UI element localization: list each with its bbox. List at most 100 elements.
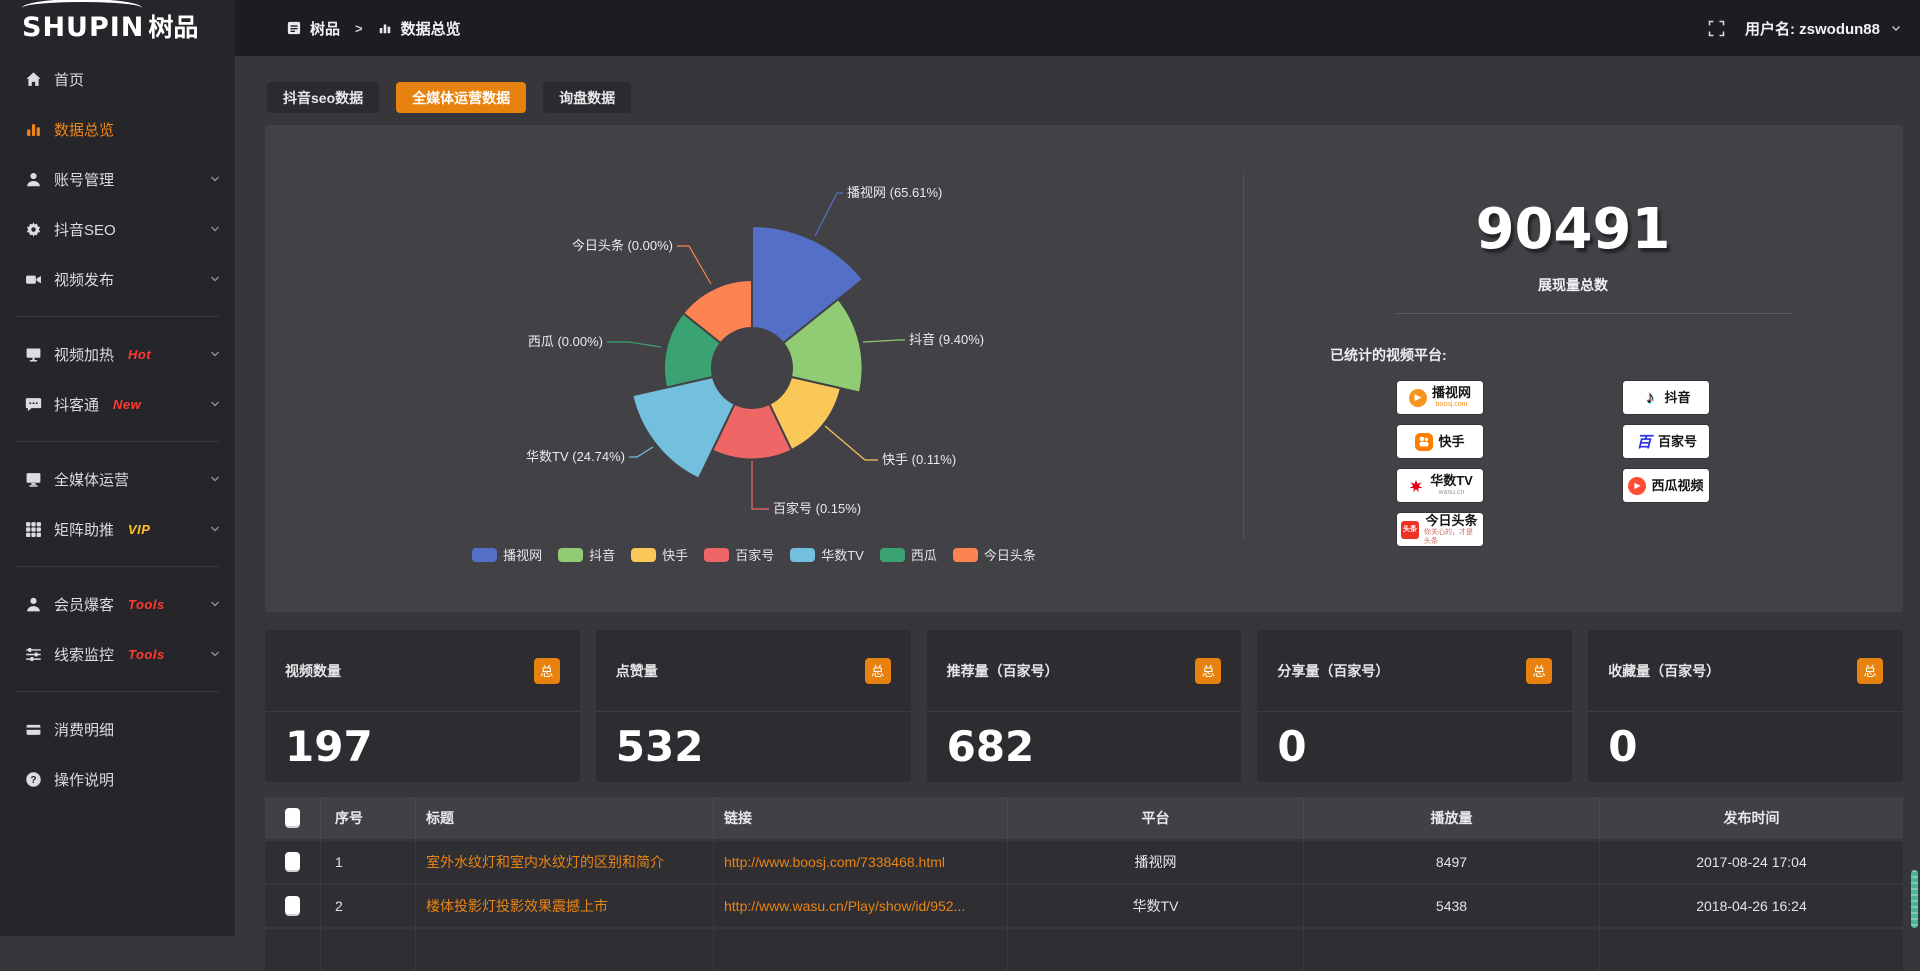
total-badge[interactable]: 总	[533, 657, 560, 684]
table-header-row: 序号 标题 链接 平台 播放量 发布时间	[265, 797, 1903, 839]
pie-slice-抖音[interactable]	[781, 297, 864, 394]
platform-badge-西瓜视频[interactable]: ▶ 西瓜视频	[1623, 469, 1709, 502]
breadcrumb-page: 数据总览	[400, 20, 461, 38]
tab-media-operation-data[interactable]: 全媒体运营数据	[396, 82, 527, 113]
sidebar-item-badge: Tools	[128, 646, 165, 662]
chevron-down-icon[interactable]	[1890, 22, 1902, 34]
header-right: 用户名: zswodun88	[1708, 18, 1902, 39]
sidebar-item-member-burst[interactable]: 会员爆客 Tools	[0, 579, 235, 629]
username[interactable]: 用户名: zswodun88	[1744, 20, 1880, 38]
legend-item-西瓜[interactable]: 西瓜	[879, 545, 937, 564]
legend-item-华数TV[interactable]: 华数TV	[790, 545, 864, 564]
tab-douyin-seo-data[interactable]: 抖音seo数据	[267, 82, 380, 113]
sidebar-item-label: 抖音SEO	[54, 221, 116, 239]
pie-label-line	[751, 461, 769, 510]
total-badge[interactable]: 总	[1526, 657, 1553, 684]
app-logo[interactable]: SHUPIN 树品	[0, 0, 235, 52]
sidebar-item-label: 操作说明	[54, 771, 115, 789]
gear-icon	[25, 221, 42, 238]
sidebar-item-media-operation[interactable]: 全媒体运营	[0, 454, 235, 504]
select-all-checkbox[interactable]	[285, 808, 300, 828]
total-impressions-value: 90491	[1475, 197, 1671, 262]
sidebar-item-label: 会员爆客	[54, 596, 115, 614]
screen-icon	[25, 346, 42, 363]
pie-slice-华数TV[interactable]	[631, 375, 736, 481]
video-title-link[interactable]: 楼体投影灯投影效果震撼上市	[426, 898, 608, 914]
platform-sub: 你关心的，才是头条	[1424, 528, 1473, 545]
wasu-logo	[1407, 477, 1425, 495]
svg-text:?: ?	[30, 774, 36, 785]
videos-table: 序号 标题 链接 平台 播放量 发布时间 1 室外水纹灯和室内水纹灯的区别和简介 http://…	[265, 797, 1903, 971]
pie-slice-播视网[interactable]	[751, 224, 865, 345]
row-checkbox[interactable]	[285, 852, 300, 872]
sidebar-item-douketong[interactable]: 抖客通 New	[0, 379, 235, 429]
video-url-link[interactable]: http://www.wasu.cn/Play/show/id/952...	[724, 898, 966, 914]
platform-sub: boosj.com	[1435, 401, 1468, 408]
sidebar-item-help[interactable]: ? 操作说明	[0, 754, 235, 804]
platform-badge-抖音[interactable]: ♪ 抖音	[1623, 381, 1709, 414]
stat-card-header: 收藏量（百家号） 总	[1588, 630, 1903, 712]
sidebar-item-video-heat[interactable]: 视频加热 Hot	[0, 329, 235, 379]
stat-card-title: 视频数量	[285, 662, 341, 679]
sidebar-item-label: 矩阵助推	[54, 521, 115, 539]
platform-badges-right: ♪ 抖音百百家号 ▶ 西瓜视频	[1623, 381, 1709, 502]
legend-swatch	[879, 547, 905, 562]
sidebar-divider	[16, 441, 219, 442]
platform-badge-快手[interactable]: 快手	[1397, 425, 1483, 458]
tab-inquiry-data[interactable]: 询盘数据	[543, 82, 632, 113]
header-title: 标题	[416, 797, 714, 839]
stat-card-value: 197	[285, 722, 373, 771]
total-badge[interactable]: 总	[1195, 657, 1222, 684]
fullscreen-icon[interactable]	[1708, 20, 1725, 37]
vertical-divider	[1243, 170, 1244, 540]
table-row: 1 室外水纹灯和室内水纹灯的区别和简介 http://www.boosj.com/7…	[265, 841, 1903, 883]
platform-badges-left: ▶ 播视网 boosj.com 快手华数TV wasu.cn 头条 今日头条 你关心的，才是头…	[1397, 381, 1483, 546]
stat-card-value: 0	[1608, 722, 1638, 771]
sidebar-item-clue-monitor[interactable]: 线索监控 Tools	[0, 629, 235, 679]
sidebar-item-account-manage[interactable]: 账号管理	[0, 154, 235, 204]
cell-platform: 播视网	[1008, 841, 1304, 883]
total-badge[interactable]: 总	[864, 657, 891, 684]
platform-badge-播视网[interactable]: ▶ 播视网 boosj.com	[1397, 381, 1483, 414]
overview-panel: 播视网 (65.61%) 抖音 (9.40%) 快手 (0.11%) 百家号 (0.1…	[265, 125, 1903, 612]
legend-item-快手[interactable]: 快手	[631, 545, 688, 564]
legend-item-播视网[interactable]: 播视网	[472, 545, 542, 564]
pie-label-line	[814, 192, 843, 237]
chevron-down-icon	[209, 273, 221, 285]
sidebar-item-video-publish[interactable]: 视频发布	[0, 254, 235, 304]
legend-item-今日头条[interactable]: 今日头条	[952, 545, 1036, 564]
platform-badge-华数TV[interactable]: 华数TV wasu.cn	[1397, 469, 1483, 502]
boosj-logo: ▶	[1408, 388, 1427, 407]
bar-chart-icon	[25, 121, 42, 138]
pie-label-line	[629, 446, 654, 458]
breadcrumb-app[interactable]: 树品	[310, 20, 341, 38]
chevron-down-icon	[209, 648, 221, 660]
legend-swatch	[790, 547, 816, 562]
xigua-logo: ▶	[1628, 476, 1647, 495]
toutiao-logo: 头条	[1401, 520, 1419, 539]
platform-name: 快手	[1438, 433, 1465, 449]
sidebar-item-home[interactable]: 首页	[0, 54, 235, 104]
platform-rose-chart[interactable]: 播视网 (65.61%) 抖音 (9.40%) 快手 (0.11%) 百家号 (0.1…	[265, 125, 1243, 570]
sidebar-item-consume-detail[interactable]: 消费明细	[0, 704, 235, 754]
scrollbar-thumb[interactable]	[1911, 870, 1918, 928]
sidebar-item-label: 首页	[54, 71, 85, 89]
pie-label: 华数TV (24.74%)	[526, 449, 625, 464]
cell-plays: 5438	[1304, 885, 1600, 927]
row-checkbox[interactable]	[285, 896, 300, 916]
legend-item-百家号[interactable]: 百家号	[704, 545, 774, 564]
stat-card-0: 视频数量 总 197	[265, 630, 580, 782]
sidebar-item-matrix-boost[interactable]: 矩阵助推 VIP	[0, 504, 235, 554]
sidebar-item-data-overview[interactable]: 数据总览	[0, 104, 235, 154]
user-icon	[25, 171, 42, 188]
video-title-link[interactable]: 室外水纹灯和室内水纹灯的区别和简介	[426, 854, 664, 870]
sidebar-divider	[16, 566, 219, 567]
total-badge[interactable]: 总	[1856, 657, 1883, 684]
legend-item-抖音[interactable]: 抖音	[558, 545, 615, 564]
platform-badge-今日头条[interactable]: 头条 今日头条 你关心的，才是头条	[1397, 513, 1483, 546]
sidebar-item-douyin-seo[interactable]: 抖音SEO	[0, 204, 235, 254]
horizontal-divider	[1395, 313, 1793, 314]
pie-slice-今日头条[interactable]	[681, 278, 753, 345]
platform-badge-百家号[interactable]: 百百家号	[1623, 425, 1709, 458]
video-url-link[interactable]: http://www.boosj.com/7338468.html	[724, 854, 946, 870]
